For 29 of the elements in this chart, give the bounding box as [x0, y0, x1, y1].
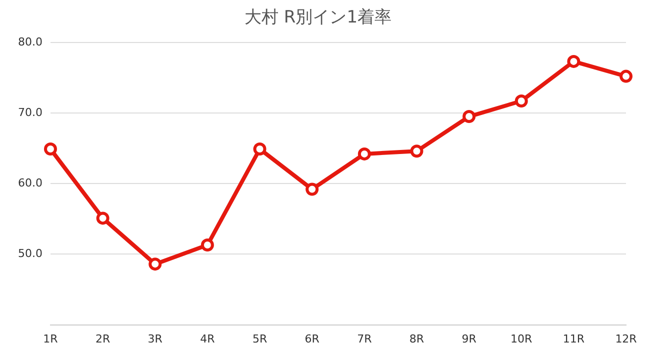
point: [96, 212, 110, 225]
y-tick-label: 50.0: [18, 247, 42, 260]
x-tick-label: 10R: [510, 332, 533, 346]
x-tick-label: 1R: [43, 332, 58, 346]
point: [462, 110, 476, 124]
x-tick-label: 6R: [304, 332, 320, 346]
chart-title: 大村 R別イン1着率: [244, 8, 392, 28]
y-tick-label: 70.0: [18, 106, 42, 119]
x-tick-label: 3R: [148, 332, 163, 346]
x-tick-label: 9R: [462, 332, 477, 346]
x-tick-label: 2R: [95, 332, 110, 346]
point: [148, 258, 162, 271]
point: [567, 54, 580, 68]
x-tick-label: 5R: [252, 332, 268, 346]
x-tick-label: 4R: [200, 332, 216, 346]
point: [253, 142, 266, 156]
point: [200, 238, 214, 252]
x-tick-label: 11R: [562, 332, 585, 346]
point: [620, 70, 632, 83]
y-tick-label: 80.0: [18, 35, 42, 48]
point: [410, 144, 424, 158]
y-tick-label: 60.0: [18, 176, 42, 190]
point: [358, 147, 371, 160]
x-tick-label: 7R: [357, 332, 372, 346]
point: [44, 142, 57, 156]
point: [306, 182, 319, 196]
x-tick-label: 8R: [409, 332, 424, 346]
point: [514, 94, 528, 108]
x-tick-label: 12R: [615, 332, 638, 346]
